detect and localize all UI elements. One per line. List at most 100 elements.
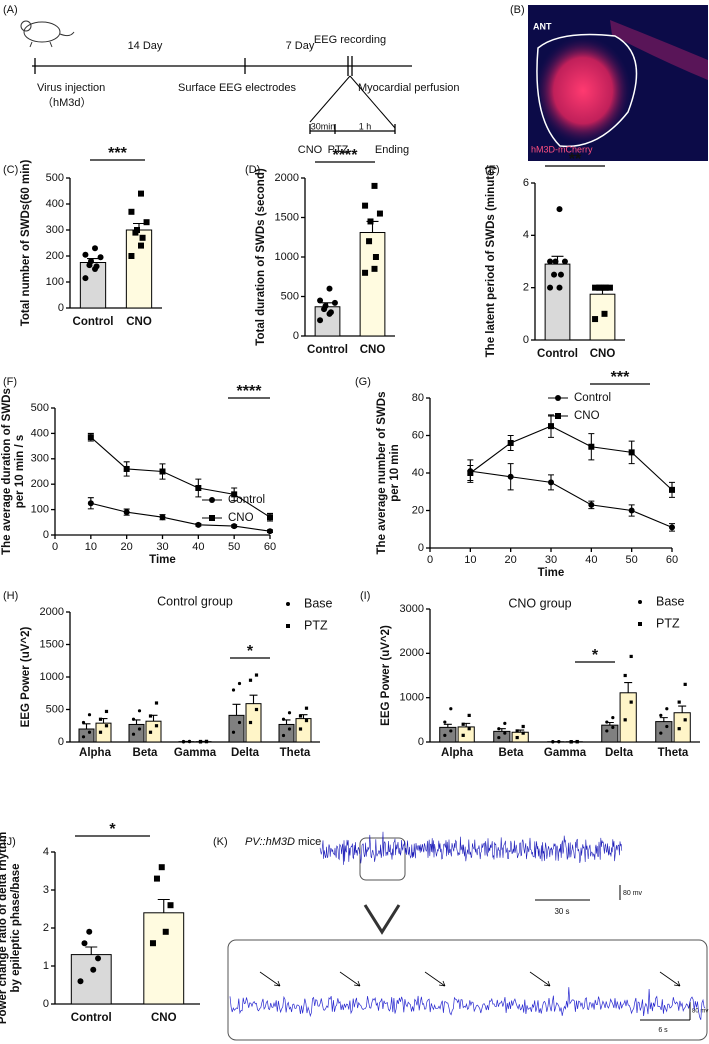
bar	[295, 718, 312, 743]
scale-label: 30 s	[554, 907, 569, 916]
y-tick-label: 300	[46, 224, 64, 236]
y-tick-label: 6	[523, 177, 529, 189]
data-point	[98, 730, 103, 734]
significance-label: ****	[237, 383, 263, 400]
x-tick-label: CNO	[360, 344, 386, 356]
bar	[145, 720, 162, 743]
data-point	[198, 739, 203, 744]
data-point	[95, 955, 102, 962]
x-tick-label: Theta	[658, 747, 689, 759]
x-tick-label: Control	[71, 1012, 112, 1024]
x-tick-label: 10	[464, 554, 476, 566]
y-tick-label: 0	[58, 736, 64, 748]
zoom-line	[349, 75, 396, 129]
data-point	[327, 309, 334, 316]
error-bar	[157, 898, 170, 913]
data-point	[131, 732, 136, 736]
bar	[544, 263, 571, 341]
bar	[493, 730, 511, 743]
data-point	[548, 423, 554, 430]
significance-label: *	[592, 647, 599, 664]
data-point	[298, 714, 303, 718]
event-arrow	[529, 971, 551, 987]
data-point	[683, 718, 687, 722]
data-point	[82, 275, 89, 282]
x-axis-label: Time	[149, 554, 176, 566]
timeline-text: 14 Day	[128, 40, 163, 52]
data-point	[503, 731, 507, 735]
data-point	[665, 724, 669, 729]
data-point	[231, 688, 236, 692]
series-line	[90, 436, 271, 518]
x-tick-label: 0	[427, 554, 433, 566]
data-point	[497, 727, 501, 731]
bar	[125, 229, 153, 309]
x-tick-label: 20	[121, 541, 133, 553]
panel-label: (H)	[3, 590, 18, 602]
timeline-text: （hM3d）	[42, 96, 92, 109]
y-axis-label: Total duration of SWDs (second)	[255, 168, 267, 346]
y-axis-label: EEG Power (uV^2)	[380, 625, 392, 726]
x-tick-label: 40	[192, 541, 204, 553]
bar	[228, 714, 245, 743]
mouse-icon	[20, 20, 75, 48]
data-point	[287, 727, 292, 731]
data-point	[195, 521, 202, 528]
legend-label: PTZ	[656, 616, 680, 630]
data-point	[467, 727, 471, 731]
data-point	[461, 733, 465, 737]
x-tick-label: 20	[505, 554, 517, 566]
data-point	[449, 707, 453, 711]
data-point	[81, 940, 88, 947]
data-point	[187, 739, 192, 743]
data-point	[367, 218, 374, 225]
legend-label: PTZ	[304, 618, 328, 632]
legend-label: Base	[304, 596, 333, 610]
data-point	[669, 486, 675, 493]
bar	[278, 723, 295, 743]
error-bar	[678, 705, 687, 713]
data-point	[231, 523, 238, 530]
event-arrow	[659, 971, 681, 987]
legend-marker	[638, 600, 642, 604]
significance-label: **	[569, 151, 582, 168]
x-tick-label: Delta	[605, 747, 634, 759]
data-point	[669, 524, 675, 531]
significance-label: *	[247, 643, 254, 660]
scale-label: 80 mv	[623, 890, 643, 897]
significance-label: ***	[108, 145, 127, 162]
y-tick-label: 2	[43, 922, 49, 934]
data-point	[231, 491, 238, 498]
x-tick-label: 0	[52, 541, 58, 553]
image-caption: hM3D-mCherry	[531, 144, 593, 154]
data-point	[376, 210, 383, 217]
y-tick-label: 2	[523, 282, 529, 294]
panel-label: (K)	[213, 836, 228, 848]
data-point	[87, 434, 94, 441]
y-axis-label: Power change ratio of delta rhythm	[0, 832, 9, 1024]
data-point	[87, 500, 94, 507]
data-point	[143, 219, 150, 226]
data-point	[628, 449, 635, 456]
y-tick-label: 100	[46, 276, 64, 288]
data-point	[326, 285, 333, 292]
data-point	[154, 701, 159, 705]
legend-marker	[638, 622, 642, 626]
data-point	[503, 721, 507, 725]
data-point	[123, 509, 130, 516]
data-point	[551, 271, 558, 278]
y-tick-label: 400	[46, 198, 64, 210]
timeline-text: 1 h	[359, 121, 372, 131]
legend-marker	[209, 497, 215, 503]
data-point	[148, 714, 153, 718]
data-point	[551, 740, 555, 744]
y-tick-label: 500	[46, 703, 64, 715]
x-tick-label: 50	[626, 554, 638, 566]
data-point	[629, 700, 633, 704]
data-point	[592, 316, 599, 323]
data-point	[659, 731, 663, 735]
y-tick-label: 0	[58, 302, 64, 314]
data-point	[93, 263, 100, 270]
legend-label: Control	[228, 494, 265, 506]
